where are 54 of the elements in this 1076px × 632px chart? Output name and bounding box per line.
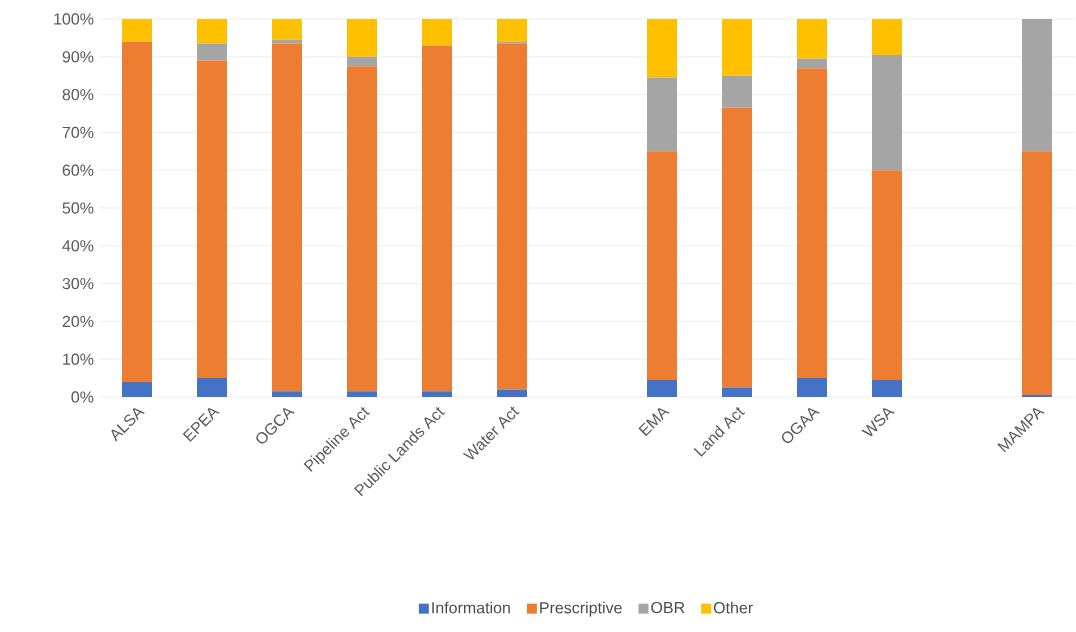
bar [272,39,302,44]
bar [797,378,828,397]
bar [797,19,828,59]
legend-label: Information [432,601,510,614]
legend-label: Prescriptive [540,601,622,617]
bar [722,107,753,388]
bar [647,19,678,78]
legend-label: Other [713,601,753,614]
y-tick-label: 50% [62,202,94,214]
bar [272,43,302,392]
y-tick-label: 80% [62,88,94,101]
bar [122,19,152,42]
bar [347,19,378,57]
bar [197,19,227,44]
bar [272,391,302,397]
y-tick-label: 60% [62,164,94,176]
bar [497,43,528,390]
y-tick-label: 70% [62,126,94,139]
y-tick-label: 20% [62,315,94,328]
bar [872,379,903,397]
y-tick-label: 0% [71,391,94,403]
bar [872,170,903,380]
bar [422,19,453,46]
bar [1022,19,1053,152]
bar [647,151,678,380]
legend-label: OBR [651,601,685,614]
bar [722,75,753,108]
bar [722,19,753,76]
bar [272,19,302,40]
bar [422,45,453,392]
bar [347,66,378,392]
y-tick-label: 30% [62,277,94,290]
bar [197,378,227,397]
bar [872,54,903,171]
bar [797,68,828,379]
bar [497,19,528,42]
bar [197,43,227,61]
bar [197,60,227,379]
bar [647,77,678,152]
bar [797,58,828,69]
bar [347,56,378,67]
bar [647,379,678,397]
bar [122,381,152,397]
bar [122,41,152,382]
y-tick-label: 100% [54,13,94,25]
bar [872,19,903,55]
y-tick-label: 40% [62,240,94,252]
bar [1022,151,1053,396]
y-tick-label: 10% [63,353,94,365]
bar [422,391,453,397]
bar [497,389,528,397]
bar [347,391,378,397]
y-tick-label: 90% [62,51,94,63]
bar [722,387,753,397]
